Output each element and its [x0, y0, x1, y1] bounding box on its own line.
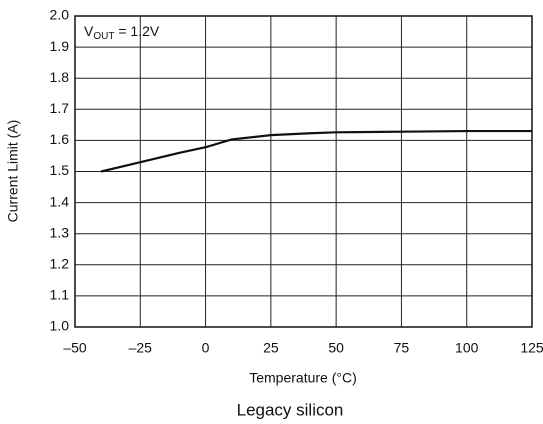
y-tick-label: 1.1 [50, 287, 70, 303]
annotation: VOUT = 1.2V [84, 23, 160, 42]
x-tick-label: 0 [202, 340, 210, 356]
caption: Legacy silicon [237, 400, 344, 419]
x-tick-label: 75 [394, 340, 410, 356]
plot-border [74, 15, 533, 328]
x-tick-label: 100 [455, 340, 479, 356]
x-tick-label: 25 [263, 340, 279, 356]
y-tick-label: 1.0 [50, 318, 70, 334]
line [100, 129, 532, 173]
y-tick-label: 1.8 [50, 69, 70, 85]
y-tick-label: 1.3 [50, 224, 70, 240]
annotation-main: V [84, 23, 94, 39]
y-tick-label: 2.0 [50, 7, 70, 23]
x-tick-label: –25 [129, 340, 153, 356]
y-tick-label: 1.7 [50, 100, 70, 116]
x-tick-label: 125 [520, 340, 543, 356]
x-tick-label: 50 [328, 340, 344, 356]
y-tick-label: 1.2 [50, 256, 70, 272]
y-tick-label: 1.4 [50, 193, 70, 209]
x-tick-label: –50 [63, 340, 87, 356]
x-axis-title: Temperature (°C) [249, 370, 357, 386]
y-axis-title: Current Limit (A) [5, 120, 21, 223]
annotation-sub: OUT [93, 31, 114, 42]
y-tick-label: 1.9 [50, 38, 70, 54]
y-tick-label: 1.6 [50, 131, 70, 147]
y-tick-label: 1.5 [50, 162, 70, 178]
annotation-rest: = 1.2V [114, 23, 159, 39]
